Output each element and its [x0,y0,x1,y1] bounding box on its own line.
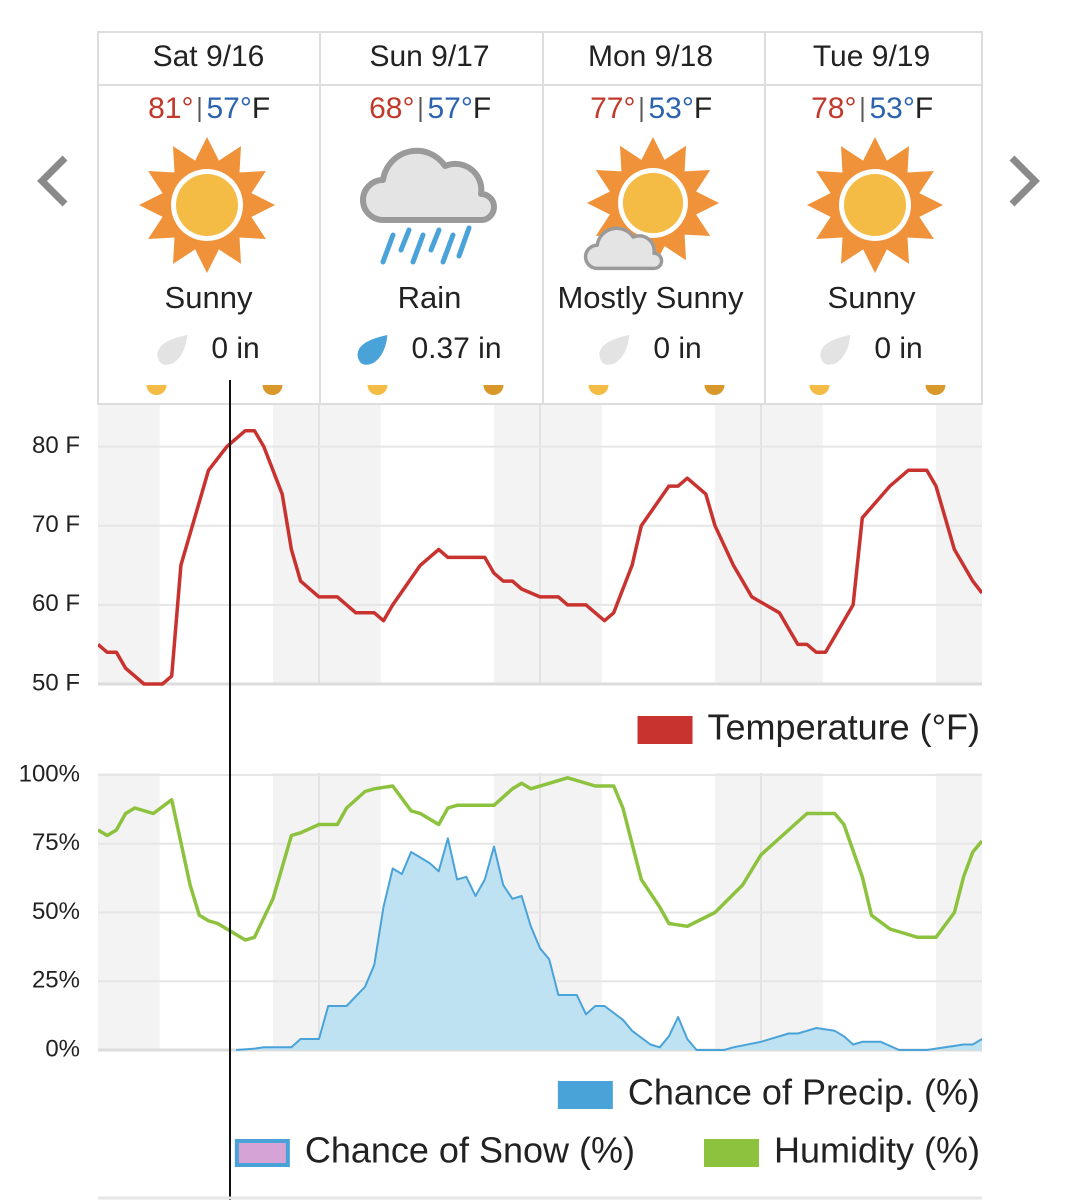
series-line [236,837,982,1051]
sunrise-icon [588,385,609,395]
y-tick-label: 60 F [32,590,80,617]
low-temp: 53°F [870,92,934,125]
legend-label: Chance of Precip. (%) [628,1072,980,1113]
temp-unit: F [473,92,491,125]
sunrise-icon [367,385,388,395]
precip-drop [820,335,851,365]
precip-drop [599,335,630,365]
night-band [98,405,160,684]
temp-unit: F [694,92,712,125]
low-temp: 53°F [649,92,713,125]
precip-amount: 0 in [211,332,259,365]
legend-swatch [637,716,693,744]
high-temp: 81° [148,92,193,125]
low-value: 53° [649,92,694,125]
next-arrow[interactable] [1009,155,1040,207]
condition: Rain [398,280,462,315]
sunrise-icon [146,385,167,395]
night-band [935,405,982,684]
prev-arrow[interactable] [37,155,68,207]
series-line [98,776,982,942]
night-band [714,405,823,684]
legend-swatch [234,1139,290,1167]
low-value: 53° [870,92,915,125]
low-value: 57° [428,92,473,125]
day-label: Sat 9/16 [153,40,265,73]
legend-swatch [557,1081,613,1109]
legend-label: Chance of Snow (%) [305,1130,635,1171]
day-label: Mon 9/18 [588,40,713,73]
precip-drop [157,335,188,365]
low-temp: 57°F [428,92,492,125]
sunset-icon [925,385,946,395]
y-tick-label: 25% [32,967,80,994]
high-temp: 78° [811,92,856,125]
condition: Mostly Sunny [557,280,744,315]
temp-unit: F [915,92,933,125]
sunrise-icon [809,385,830,395]
precip-amount: 0 in [874,332,922,365]
y-tick-label: 70 F [32,511,80,538]
rain-drops [380,225,472,265]
y-tick-label: 100% [19,760,80,787]
low-temp: 57°F [207,92,271,125]
low-value: 57° [207,92,252,125]
day-label: Tue 9/19 [813,40,930,73]
sunset-icon [262,385,283,395]
high-temp: 77° [590,92,635,125]
precip-amount: 0.37 in [411,332,501,365]
temp-unit: F [252,92,270,125]
y-tick-label: 50 F [32,669,80,696]
area-fill [236,838,982,1050]
precip-drop [357,335,388,365]
layout [37,31,1040,405]
sunset-icon [483,385,504,395]
day-label: Sun 9/17 [369,40,489,73]
y-tick-label: 0% [45,1035,80,1062]
sunset-icon [704,385,725,395]
high-temp: 68° [369,92,414,125]
condition: Sunny [828,280,916,315]
y-tick-label: 75% [32,829,80,856]
precip-amount: 0 in [653,332,701,365]
series-line [98,428,982,686]
condition: Sunny [165,280,253,315]
y-tick-label: 80 F [32,432,80,459]
legend-label: Temperature (°F) [708,707,980,748]
legend-label: Humidity (%) [774,1130,980,1171]
legend-swatch [703,1139,759,1167]
y-tick-label: 50% [32,898,80,925]
night-band [493,405,602,684]
